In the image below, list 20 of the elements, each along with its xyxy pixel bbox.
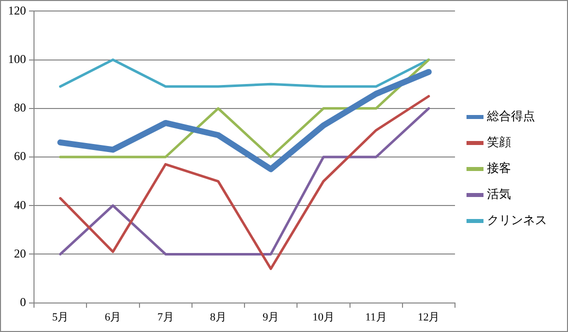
y-tick-label: 100	[8, 52, 26, 66]
y-tick-label: 40	[14, 198, 26, 212]
y-tick-label: 0	[20, 294, 26, 309]
legend-label: 活気	[487, 187, 511, 202]
legend-label: クリンネス	[487, 213, 547, 228]
x-tick-label: 12月	[418, 311, 440, 324]
legend-label: 総合得点	[486, 109, 535, 124]
y-tick-label: 120	[8, 3, 26, 18]
x-tick-label: 11月	[365, 311, 387, 324]
x-tick-label: 7月	[157, 311, 174, 324]
y-tick-label: 20	[14, 246, 26, 260]
x-tick-label: 9月	[262, 311, 280, 324]
x-tick-label: 8月	[210, 311, 226, 324]
x-tick-label: 5月	[52, 311, 69, 324]
x-tick-label: 10月	[312, 311, 334, 324]
legend-label: 笑顔	[487, 135, 511, 150]
y-tick-label: 60	[14, 149, 26, 164]
y-tick-label: 80	[14, 100, 26, 115]
x-tick-label: 6月	[104, 311, 122, 324]
legend-label: 接客	[487, 161, 511, 176]
